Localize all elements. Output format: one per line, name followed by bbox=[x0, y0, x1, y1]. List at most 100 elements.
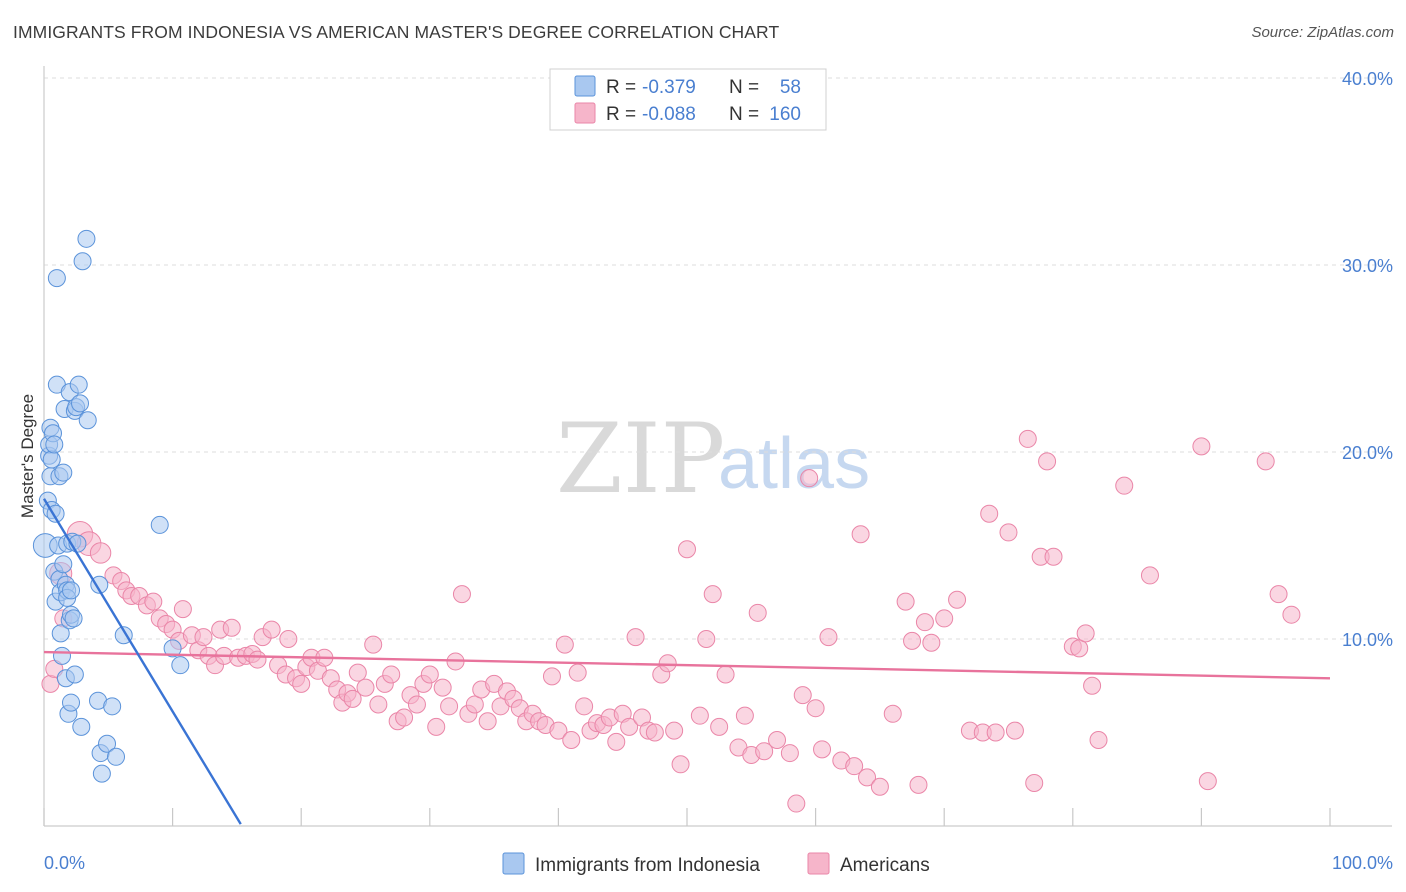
americans-point bbox=[1089, 730, 1108, 749]
americans-point bbox=[793, 686, 812, 705]
americans-point bbox=[787, 794, 806, 813]
y-tick-label: 30.0% bbox=[1342, 256, 1393, 276]
americans-point bbox=[89, 542, 112, 564]
americans-point bbox=[395, 708, 414, 727]
americans-point bbox=[716, 665, 735, 684]
americans-point bbox=[620, 717, 639, 736]
y-tick-labels: 10.0% 20.0% 30.0% 40.0% bbox=[1342, 69, 1393, 650]
indonesia-point bbox=[71, 394, 90, 413]
americans-point bbox=[279, 630, 298, 648]
americans-point bbox=[364, 635, 383, 654]
americans-point bbox=[452, 585, 471, 604]
americans-point bbox=[562, 730, 581, 749]
americans-point bbox=[465, 695, 484, 714]
americans-points bbox=[41, 429, 1301, 813]
americans-point bbox=[909, 775, 928, 794]
americans-point bbox=[1070, 639, 1089, 658]
bottom-legend-swatch-indonesia bbox=[502, 852, 525, 875]
indonesia-point bbox=[77, 229, 96, 248]
americans-point bbox=[806, 699, 825, 718]
y-tick-label: 10.0% bbox=[1342, 630, 1393, 650]
americans-point bbox=[999, 523, 1018, 542]
americans-point bbox=[433, 678, 452, 697]
americans-point bbox=[1192, 437, 1211, 456]
americans-point bbox=[440, 697, 459, 716]
americans-point bbox=[678, 540, 696, 559]
americans-point bbox=[819, 628, 838, 647]
x-tick-labels: 0.0% 100.0% bbox=[44, 853, 1393, 873]
indonesia-point bbox=[54, 463, 73, 482]
americans-point bbox=[348, 663, 367, 682]
americans-point bbox=[735, 706, 754, 725]
bottom-legend: Immigrants from Indonesia Americans bbox=[502, 852, 930, 876]
indonesia-point bbox=[92, 764, 111, 783]
americans-point bbox=[768, 730, 787, 749]
americans-point bbox=[915, 613, 934, 632]
indonesia-point bbox=[65, 665, 84, 684]
legend-n-label-2: N = bbox=[729, 104, 759, 125]
americans-point bbox=[1025, 773, 1044, 792]
americans-point bbox=[665, 721, 684, 740]
americans-point bbox=[607, 732, 626, 751]
americans-point bbox=[420, 665, 439, 684]
x-tick-label-min: 0.0% bbox=[44, 853, 85, 873]
indonesia-point bbox=[69, 375, 88, 394]
americans-point bbox=[690, 706, 709, 725]
americans-point bbox=[194, 628, 213, 647]
indonesia-trendline bbox=[42, 498, 242, 825]
americans-point bbox=[1083, 676, 1102, 695]
americans-point bbox=[845, 757, 864, 776]
watermark-zip: ZIP bbox=[556, 403, 725, 515]
americans-point bbox=[986, 723, 1005, 742]
legend-r-label-2: R = bbox=[606, 104, 636, 125]
americans-point bbox=[935, 609, 954, 628]
y-axis-title: Master's Degree bbox=[18, 394, 37, 518]
legend-frame bbox=[549, 68, 827, 131]
gridlines bbox=[44, 77, 1392, 640]
indonesia-point bbox=[47, 269, 66, 288]
americans-point bbox=[658, 654, 677, 673]
americans-point bbox=[710, 717, 729, 736]
top-legend: R = -0.379 N = 58 R = -0.088 N = 160 bbox=[549, 68, 827, 131]
americans-point bbox=[748, 603, 767, 622]
americans-point bbox=[1005, 721, 1024, 740]
legend-swatch-indonesia bbox=[574, 75, 596, 97]
americans-point bbox=[407, 695, 426, 714]
indonesia-point bbox=[73, 252, 92, 271]
trendlines bbox=[42, 498, 1331, 825]
americans-point bbox=[248, 650, 267, 669]
indonesia-point bbox=[62, 581, 81, 600]
americans-point bbox=[1282, 605, 1301, 624]
indonesia-point bbox=[64, 609, 83, 628]
americans-point bbox=[41, 674, 60, 693]
legend-r-value-1: -0.379 bbox=[642, 77, 696, 98]
americans-point bbox=[568, 663, 587, 682]
indonesia-point bbox=[62, 693, 81, 712]
americans-point bbox=[144, 592, 163, 611]
indonesia-point bbox=[51, 624, 70, 643]
americans-point bbox=[922, 633, 941, 652]
americans-point bbox=[703, 585, 722, 604]
indonesia-point bbox=[171, 656, 190, 675]
x-tick-label-max: 100.0% bbox=[1332, 853, 1393, 873]
legend-r-value-2: -0.088 bbox=[642, 104, 696, 125]
bottom-legend-label-indonesia: Immigrants from Indonesia bbox=[535, 855, 760, 876]
indonesia-point bbox=[90, 575, 109, 594]
americans-point bbox=[1076, 624, 1095, 643]
chart-source: Source: ZipAtlas.com bbox=[1251, 24, 1394, 41]
indonesia-point bbox=[103, 697, 122, 716]
americans-point bbox=[948, 590, 967, 609]
americans-point bbox=[1140, 566, 1159, 585]
americans-point bbox=[343, 689, 362, 708]
americans-point bbox=[1038, 452, 1057, 471]
legend-n-value-1: 58 bbox=[780, 77, 801, 98]
americans-point bbox=[427, 717, 446, 736]
legend-swatch-americans bbox=[574, 102, 596, 124]
americans-point bbox=[883, 704, 902, 723]
americans-point bbox=[858, 768, 877, 787]
americans-point bbox=[980, 504, 999, 523]
americans-trendline bbox=[43, 650, 1331, 680]
indonesia-point bbox=[45, 435, 64, 454]
indonesia-point bbox=[98, 734, 117, 753]
